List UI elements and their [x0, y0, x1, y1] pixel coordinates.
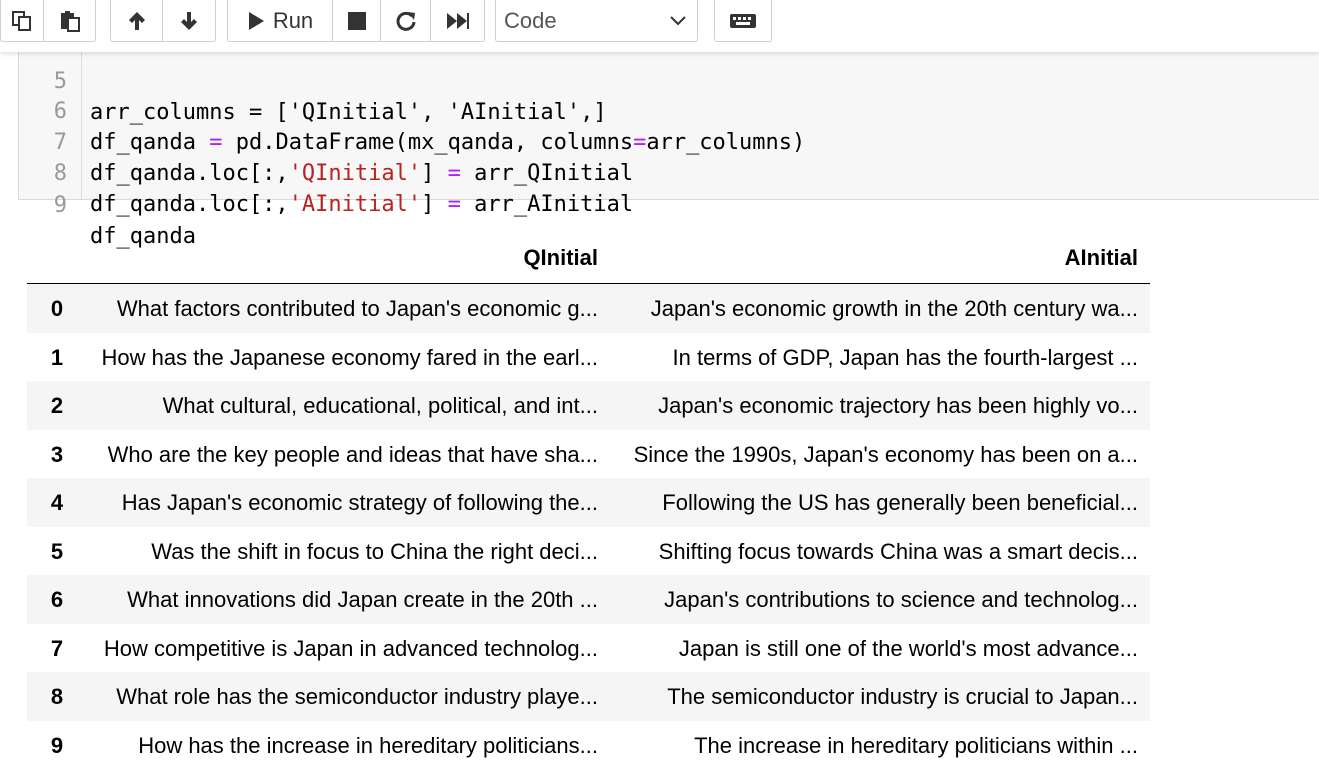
restart-button[interactable]	[381, 0, 431, 42]
table-row: 1 How has the Japanese economy fared in t…	[27, 333, 1150, 382]
run-button-group: Run	[227, 0, 485, 42]
command-palette-button[interactable]	[714, 0, 772, 42]
keyboard-icon	[729, 12, 757, 30]
cell-ainitial: Shifting focus towards China was a smart…	[659, 539, 1138, 565]
column-header-qinitial: QInitial	[523, 245, 598, 271]
cell-qinitial: What innovations did Japan create in the…	[127, 587, 598, 613]
move-button-group	[110, 0, 216, 42]
code-text: df_qanda.loc[:,'AInitial'] = arr_AInitia…	[90, 189, 633, 220]
cell-qinitial: What factors contributed to Japan's econ…	[117, 296, 598, 322]
restart-run-all-button[interactable]	[431, 0, 485, 42]
move-up-button[interactable]	[110, 0, 163, 42]
row-index: 5	[27, 539, 87, 565]
code-line-8: 8 df_qanda.loc[:,'AInitial'] = arr_AInit…	[19, 127, 72, 158]
cell-ainitial: The semiconductor industry is crucial to…	[667, 684, 1138, 710]
cell-qinitial: What role has the semiconductor industry…	[116, 684, 598, 710]
code-text: arr_columns = ['QInitial', 'AInitial',]	[90, 97, 607, 128]
paste-icon	[58, 9, 82, 33]
row-index: 7	[27, 636, 87, 662]
cell-type-select[interactable]: Code	[495, 0, 698, 42]
cell-ainitial: Japan's economic growth in the 20th cent…	[651, 296, 1138, 322]
row-index: 9	[27, 733, 87, 759]
restart-icon	[395, 10, 417, 32]
chevron-down-icon	[669, 15, 687, 27]
line-number: 9	[19, 190, 67, 221]
code-line-7: 7 df_qanda.loc[:,'QInitial'] = arr_QInit…	[19, 96, 72, 127]
table-row: 7 How competitive is Japan in advanced te…	[27, 624, 1150, 673]
cell-ainitial: The increase in hereditary politicians w…	[694, 733, 1138, 759]
fast-forward-icon	[446, 11, 470, 31]
table-row: 3 Who are the key people and ideas that h…	[27, 430, 1150, 479]
table-row: 4 Has Japan's economic strategy of follow…	[27, 478, 1150, 527]
notebook-toolbar: Run Code	[0, 0, 1319, 52]
table-row: 8 What role has the semiconductor industr…	[27, 672, 1150, 721]
code-text: df_qanda.loc[:,'QInitial'] = arr_QInitia…	[90, 158, 633, 189]
run-button-label: Run	[273, 8, 313, 34]
row-index: 4	[27, 490, 87, 516]
dataframe-output: QInitial AInitial 0 What factors contribu…	[27, 235, 1150, 769]
column-header-ainitial: AInitial	[1065, 245, 1138, 271]
move-up-icon	[126, 10, 148, 32]
code-line-9: 9 df_qanda	[19, 159, 72, 190]
row-index: 3	[27, 442, 87, 468]
cell-qinitial: How competitive is Japan in advanced tec…	[104, 636, 598, 662]
code-text: df_qanda = pd.DataFrame(mx_qanda, column…	[90, 127, 805, 158]
move-down-icon	[178, 10, 200, 32]
cell-ainitial: Japan's economic trajectory has been hig…	[658, 393, 1138, 419]
cell-qinitial: Was the shift in focus to China the righ…	[151, 539, 598, 565]
row-index: 0	[27, 296, 87, 322]
table-row: 9 How has the increase in hereditary poli…	[27, 721, 1150, 769]
cell-ainitial: Following the US has generally been bene…	[662, 490, 1138, 516]
copy-cell-button[interactable]	[0, 0, 44, 42]
paste-cell-button[interactable]	[44, 0, 96, 42]
cell-qinitial: What cultural, educational, political, a…	[163, 393, 598, 419]
row-index: 2	[27, 393, 87, 419]
row-index: 8	[27, 684, 87, 710]
move-down-button[interactable]	[163, 0, 216, 42]
cell-ainitial: In terms of GDP, Japan has the fourth-la…	[673, 345, 1139, 371]
row-index: 6	[27, 587, 87, 613]
cell-ainitial: Since the 1990s, Japan's economy has bee…	[634, 442, 1138, 468]
code-cell-editor[interactable]: 5 arr_columns = ['QInitial', 'AInitial',…	[18, 40, 1319, 200]
code-line-6: 6 df_qanda = pd.DataFrame(mx_qanda, colu…	[19, 65, 72, 96]
cell-qinitial: Who are the key people and ideas that ha…	[108, 442, 598, 468]
cell-qinitial: Has Japan's economic strategy of followi…	[122, 490, 598, 516]
table-row: 0 What factors contributed to Japan's eco…	[27, 284, 1150, 333]
table-header: QInitial AInitial	[27, 235, 1150, 284]
stop-icon	[347, 11, 367, 31]
cell-type-value: Code	[504, 8, 557, 34]
table-row: 6 What innovations did Japan create in th…	[27, 575, 1150, 624]
cell-qinitial: How has the Japanese economy fared in th…	[101, 345, 598, 371]
cell-ainitial: Japan is still one of the world's most a…	[679, 636, 1138, 662]
cell-ainitial: Japan's contributions to science and tec…	[664, 587, 1138, 613]
row-index: 1	[27, 345, 87, 371]
table-body: 0 What factors contributed to Japan's eco…	[27, 284, 1150, 769]
copy-icon	[10, 9, 34, 33]
clipboard-button-group	[0, 0, 96, 42]
run-icon	[247, 11, 265, 31]
run-button[interactable]: Run	[227, 0, 333, 42]
table-row: 2 What cultural, educational, political, …	[27, 381, 1150, 430]
cell-qinitial: How has the increase in hereditary polit…	[138, 733, 598, 759]
table-row: 5 Was the shift in focus to China the rig…	[27, 527, 1150, 576]
interrupt-button[interactable]	[333, 0, 381, 42]
